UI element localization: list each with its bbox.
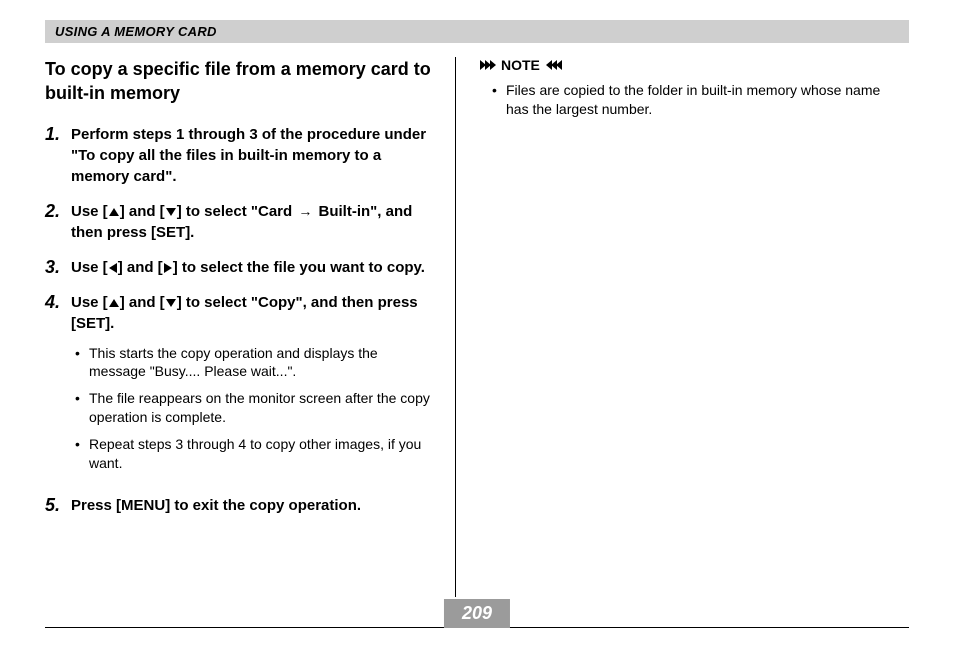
page-footer: 209 xyxy=(45,627,909,628)
step-number: 1. xyxy=(45,124,71,187)
down-icon xyxy=(166,299,176,307)
step-1: 1. Perform steps 1 through 3 of the proc… xyxy=(45,124,433,187)
bullet-dot: • xyxy=(75,344,89,382)
step-3: 3. Use [ ] and [ ] to select the file you … xyxy=(45,257,433,278)
t: ] and [ xyxy=(120,203,165,220)
step-number: 3. xyxy=(45,257,71,278)
step-text: Use [ ] and [ ] to select the file you wan… xyxy=(71,257,433,278)
t: Use [ xyxy=(71,203,108,220)
step-number: 2. xyxy=(45,201,71,243)
step-text: Perform steps 1 through 3 of the procedu… xyxy=(71,124,433,187)
down-icon xyxy=(166,208,176,216)
arrow-right-icon: → xyxy=(298,202,312,222)
bullet-item: •This starts the copy operation and disp… xyxy=(75,344,433,382)
t: ] to select "Card xyxy=(177,203,297,220)
right-column: NOTE • Files are copied to the folder in… xyxy=(455,57,885,597)
step-text: Press [MENU] to exit the copy operation. xyxy=(71,495,433,516)
note-item: • Files are copied to the folder in buil… xyxy=(492,81,885,119)
note-heading: NOTE xyxy=(480,57,885,73)
left-icon xyxy=(109,263,117,273)
step-number: 4. xyxy=(45,292,71,481)
bullet-item: •Repeat steps 3 through 4 to copy other … xyxy=(75,435,433,473)
bullet-text: The file reappears on the monitor screen… xyxy=(89,389,433,427)
up-icon xyxy=(109,299,119,307)
step-text: Use [] and [] to select "Card → Built-in… xyxy=(71,201,433,243)
step-5: 5. Press [MENU] to exit the copy operati… xyxy=(45,495,433,516)
step-text: Use [] and [] to select "Copy", and then… xyxy=(71,292,433,334)
t: Use [ xyxy=(71,294,108,311)
t: ] and [ xyxy=(118,259,163,276)
step-number: 5. xyxy=(45,495,71,516)
note-text: Files are copied to the folder in built-… xyxy=(506,81,885,119)
bullet-text: Repeat steps 3 through 4 to copy other i… xyxy=(89,435,433,473)
t: ] to select the file you want to copy. xyxy=(173,259,425,276)
note-decor-left-icon xyxy=(480,60,495,70)
procedure-title: To copy a specific file from a memory ca… xyxy=(45,57,433,106)
bullet-dot: • xyxy=(75,389,89,427)
t: Use [ xyxy=(71,259,108,276)
up-icon xyxy=(109,208,119,216)
section-header: USING A MEMORY CARD xyxy=(45,20,909,43)
content-columns: To copy a specific file from a memory ca… xyxy=(45,57,909,597)
right-icon xyxy=(164,263,172,273)
page-number: 209 xyxy=(444,599,510,628)
bullet-text: This starts the copy operation and displ… xyxy=(89,344,433,382)
note-label: NOTE xyxy=(501,57,540,73)
left-column: To copy a specific file from a memory ca… xyxy=(45,57,455,597)
bullet-dot: • xyxy=(75,435,89,473)
bullet-dot: • xyxy=(492,81,506,119)
step-4-bullets: •This starts the copy operation and disp… xyxy=(71,344,433,473)
step-2: 2. Use [] and [] to select "Card → Built… xyxy=(45,201,433,243)
note-decor-right-icon xyxy=(546,60,561,70)
bullet-item: •The file reappears on the monitor scree… xyxy=(75,389,433,427)
t: ] and [ xyxy=(120,294,165,311)
step-4: 4. Use [] and [] to select "Copy", and t… xyxy=(45,292,433,481)
